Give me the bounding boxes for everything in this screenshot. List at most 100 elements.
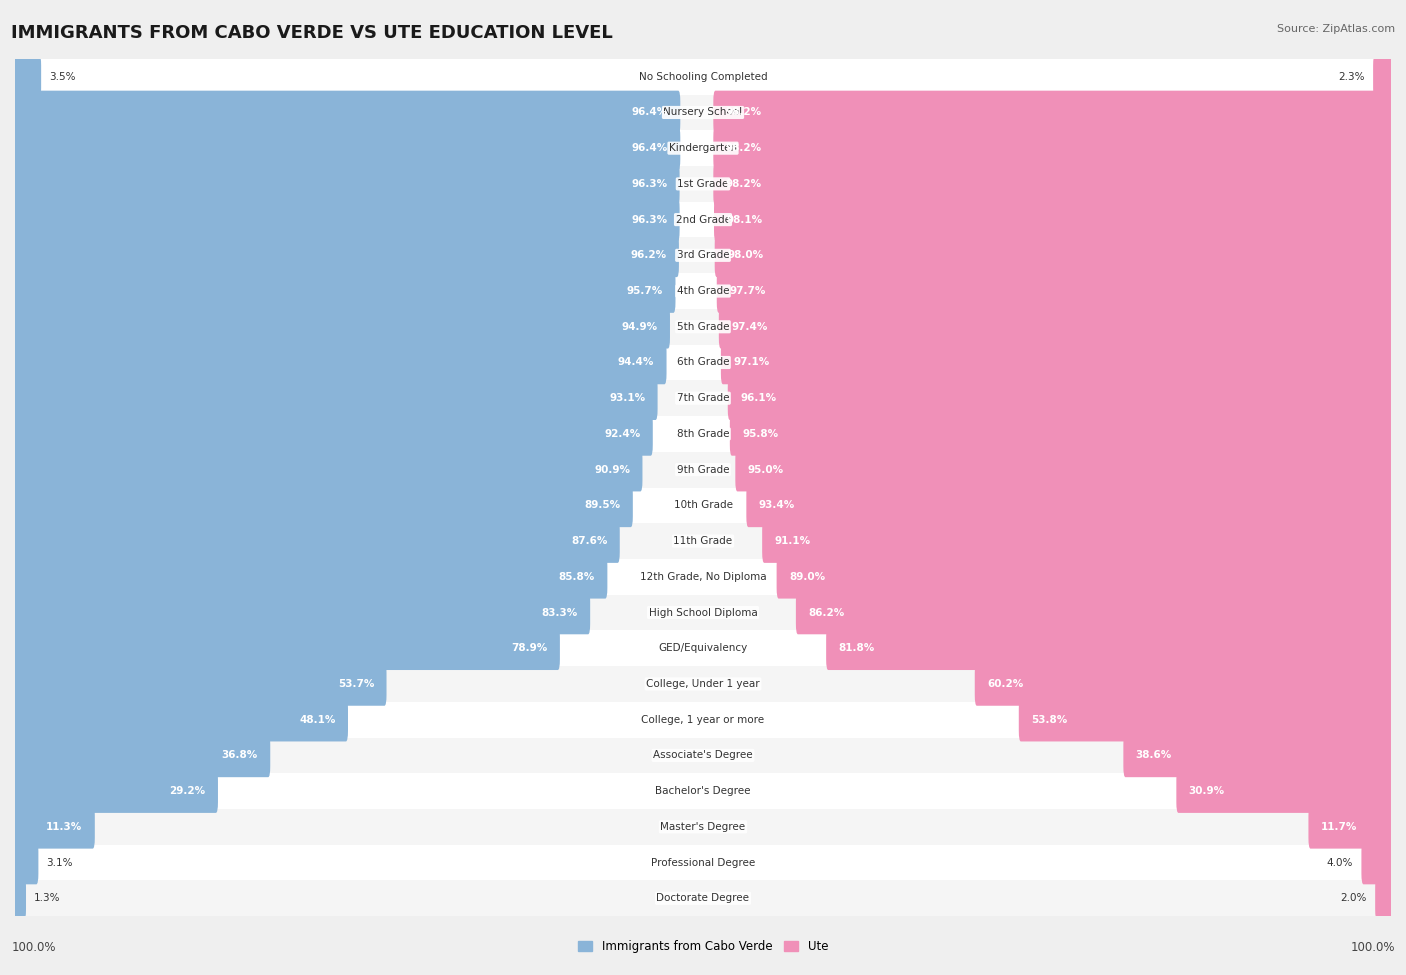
Text: GED/Equivalency: GED/Equivalency [658,644,748,653]
FancyBboxPatch shape [1361,840,1393,884]
FancyBboxPatch shape [13,520,620,563]
Text: High School Diploma: High School Diploma [648,607,758,617]
Bar [15,737,1391,773]
Text: 97.4%: 97.4% [731,322,768,332]
Text: 48.1%: 48.1% [299,715,336,724]
Text: Professional Degree: Professional Degree [651,858,755,868]
Bar [15,273,1391,309]
FancyBboxPatch shape [13,448,643,491]
FancyBboxPatch shape [728,376,1393,420]
FancyBboxPatch shape [13,376,658,420]
Bar [15,416,1391,451]
Text: 93.1%: 93.1% [609,393,645,404]
Text: 5th Grade: 5th Grade [676,322,730,332]
FancyBboxPatch shape [13,555,607,599]
FancyBboxPatch shape [13,805,94,848]
Text: 85.8%: 85.8% [558,571,595,582]
FancyBboxPatch shape [1177,769,1393,813]
Text: 96.4%: 96.4% [631,143,668,153]
FancyBboxPatch shape [714,234,1393,277]
Bar [15,702,1391,737]
Text: 53.8%: 53.8% [1031,715,1067,724]
Text: 1st Grade: 1st Grade [678,178,728,189]
Text: 2.3%: 2.3% [1339,72,1365,82]
Text: 29.2%: 29.2% [170,786,205,797]
Text: 100.0%: 100.0% [1350,941,1395,954]
Text: 95.8%: 95.8% [742,429,779,439]
Bar [15,202,1391,238]
Text: 38.6%: 38.6% [1136,751,1173,760]
Bar [15,344,1391,380]
Text: 11.3%: 11.3% [46,822,83,832]
Text: 53.7%: 53.7% [337,679,374,689]
FancyBboxPatch shape [13,305,671,348]
FancyBboxPatch shape [974,662,1393,706]
Text: 90.9%: 90.9% [595,465,630,475]
FancyBboxPatch shape [13,627,560,670]
Text: 96.2%: 96.2% [630,251,666,260]
Bar [15,559,1391,595]
FancyBboxPatch shape [762,520,1393,563]
FancyBboxPatch shape [1123,733,1393,777]
Text: IMMIGRANTS FROM CABO VERDE VS UTE EDUCATION LEVEL: IMMIGRANTS FROM CABO VERDE VS UTE EDUCAT… [11,24,613,42]
Text: 81.8%: 81.8% [838,644,875,653]
FancyBboxPatch shape [13,733,270,777]
Text: 4th Grade: 4th Grade [676,286,730,296]
Legend: Immigrants from Cabo Verde, Ute: Immigrants from Cabo Verde, Ute [574,935,832,957]
Text: 98.2%: 98.2% [725,178,762,189]
Text: 8th Grade: 8th Grade [676,429,730,439]
FancyBboxPatch shape [13,412,652,455]
FancyBboxPatch shape [713,127,1393,170]
FancyBboxPatch shape [13,127,681,170]
FancyBboxPatch shape [717,269,1393,313]
Text: 36.8%: 36.8% [222,751,257,760]
Text: 97.1%: 97.1% [734,358,769,368]
Text: 92.4%: 92.4% [605,429,640,439]
Text: 87.6%: 87.6% [571,536,607,546]
Text: 98.2%: 98.2% [725,143,762,153]
FancyBboxPatch shape [796,591,1393,635]
Text: 96.3%: 96.3% [631,214,668,224]
Text: 4.0%: 4.0% [1327,858,1353,868]
Text: 98.1%: 98.1% [727,214,762,224]
Text: College, 1 year or more: College, 1 year or more [641,715,765,724]
Text: 10th Grade: 10th Grade [673,500,733,510]
FancyBboxPatch shape [730,412,1393,455]
Bar [15,380,1391,416]
FancyBboxPatch shape [13,769,218,813]
Text: 96.3%: 96.3% [631,178,668,189]
Text: 97.7%: 97.7% [730,286,765,296]
Bar [15,844,1391,880]
Bar [15,238,1391,273]
FancyBboxPatch shape [13,91,681,135]
Text: 89.0%: 89.0% [789,571,825,582]
Text: 98.0%: 98.0% [727,251,763,260]
Bar [15,666,1391,702]
Bar [15,631,1391,666]
Text: 98.2%: 98.2% [725,107,762,117]
Text: Source: ZipAtlas.com: Source: ZipAtlas.com [1277,24,1395,34]
Text: 30.9%: 30.9% [1188,786,1225,797]
FancyBboxPatch shape [13,591,591,635]
FancyBboxPatch shape [718,305,1393,348]
Bar [15,166,1391,202]
Text: 60.2%: 60.2% [987,679,1024,689]
Text: 78.9%: 78.9% [512,644,547,653]
Text: 9th Grade: 9th Grade [676,465,730,475]
FancyBboxPatch shape [13,877,25,920]
Text: 2nd Grade: 2nd Grade [675,214,731,224]
Text: 94.9%: 94.9% [621,322,658,332]
Bar [15,58,1391,95]
FancyBboxPatch shape [776,555,1393,599]
Text: 6th Grade: 6th Grade [676,358,730,368]
Text: 96.4%: 96.4% [631,107,668,117]
FancyBboxPatch shape [13,162,679,206]
Text: 94.4%: 94.4% [617,358,654,368]
Text: No Schooling Completed: No Schooling Completed [638,72,768,82]
Bar [15,809,1391,844]
FancyBboxPatch shape [13,484,633,527]
FancyBboxPatch shape [13,55,41,98]
Text: 3rd Grade: 3rd Grade [676,251,730,260]
FancyBboxPatch shape [1019,698,1393,741]
Text: 12th Grade, No Diploma: 12th Grade, No Diploma [640,571,766,582]
